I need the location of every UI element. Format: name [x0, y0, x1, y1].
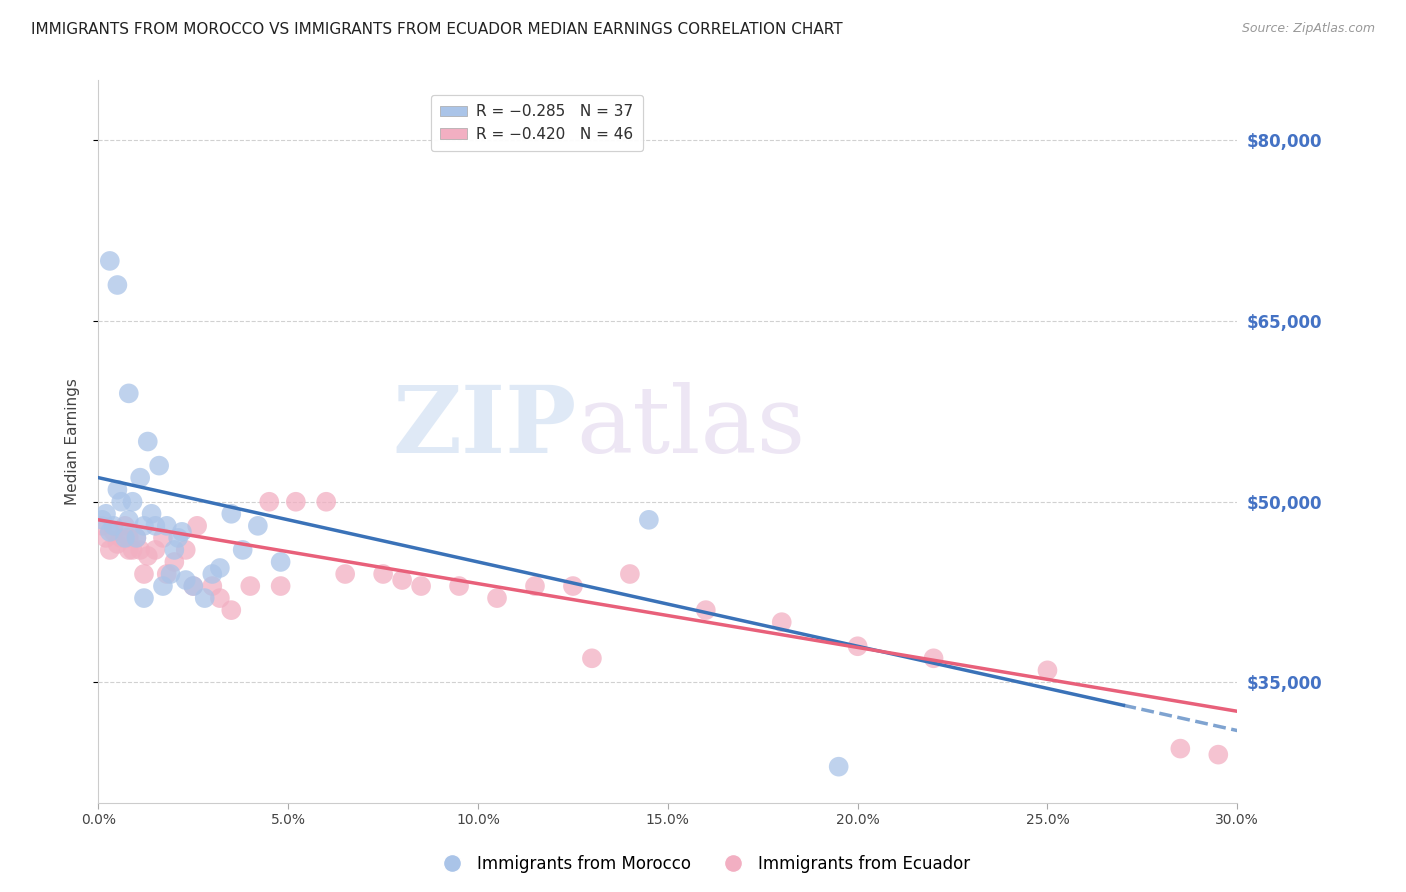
Point — [145, 519, 167, 533]
Legend: Immigrants from Morocco, Immigrants from Ecuador: Immigrants from Morocco, Immigrants from… — [429, 848, 977, 880]
Point — [1036, 664, 1059, 678]
Point — [1170, 741, 1192, 756]
Point — [174, 573, 197, 587]
Point — [156, 519, 179, 533]
Point — [114, 519, 136, 533]
Point — [562, 579, 585, 593]
Point — [194, 591, 217, 605]
Y-axis label: Median Earnings: Median Earnings — [65, 378, 80, 505]
Point — [98, 524, 121, 539]
Point — [107, 277, 129, 292]
Point — [114, 531, 136, 545]
Point — [118, 386, 141, 401]
Point — [922, 651, 945, 665]
Point — [201, 567, 224, 582]
Point — [270, 555, 292, 569]
Point — [132, 519, 155, 533]
Point — [118, 513, 141, 527]
Point — [170, 524, 193, 539]
Point — [284, 494, 307, 508]
Point — [695, 603, 717, 617]
Point — [232, 542, 254, 557]
Point — [259, 494, 281, 508]
Point — [107, 483, 129, 497]
Point — [770, 615, 793, 630]
Point — [107, 537, 129, 551]
Point — [152, 579, 174, 593]
Point — [201, 579, 224, 593]
Point — [186, 519, 208, 533]
Text: atlas: atlas — [576, 382, 806, 472]
Point — [103, 519, 125, 533]
Point — [110, 531, 132, 545]
Text: IMMIGRANTS FROM MOROCCO VS IMMIGRANTS FROM ECUADOR MEDIAN EARNINGS CORRELATION C: IMMIGRANTS FROM MOROCCO VS IMMIGRANTS FR… — [31, 22, 842, 37]
Point — [221, 603, 243, 617]
Point — [121, 494, 143, 508]
Point — [239, 579, 262, 593]
Point — [159, 567, 181, 582]
Point — [335, 567, 357, 582]
Point — [447, 579, 470, 593]
Point — [110, 494, 132, 508]
Point — [270, 579, 292, 593]
Point — [98, 542, 121, 557]
Point — [125, 531, 148, 545]
Legend: R = −0.285   N = 37, R = −0.420   N = 46: R = −0.285 N = 37, R = −0.420 N = 46 — [430, 95, 643, 151]
Point — [183, 579, 205, 593]
Point — [391, 573, 413, 587]
Text: Source: ZipAtlas.com: Source: ZipAtlas.com — [1241, 22, 1375, 36]
Point — [315, 494, 337, 508]
Point — [156, 567, 179, 582]
Point — [221, 507, 243, 521]
Point — [129, 471, 152, 485]
Point — [163, 542, 186, 557]
Point — [103, 524, 125, 539]
Point — [638, 513, 661, 527]
Point — [98, 253, 121, 268]
Point — [125, 531, 148, 545]
Point — [174, 542, 197, 557]
Point — [132, 591, 155, 605]
Point — [581, 651, 603, 665]
Point — [208, 591, 231, 605]
Point — [148, 458, 170, 473]
Point — [91, 519, 114, 533]
Point — [163, 555, 186, 569]
Point — [411, 579, 433, 593]
Text: ZIP: ZIP — [392, 382, 576, 472]
Point — [94, 531, 117, 545]
Point — [136, 549, 159, 563]
Point — [118, 531, 141, 545]
Point — [846, 639, 869, 653]
Point — [828, 760, 851, 774]
Point — [371, 567, 394, 582]
Point — [246, 519, 269, 533]
Point — [121, 542, 143, 557]
Point — [1208, 747, 1230, 762]
Point — [129, 542, 152, 557]
Point — [524, 579, 547, 593]
Point — [145, 542, 167, 557]
Point — [486, 591, 509, 605]
Point — [619, 567, 641, 582]
Point — [183, 579, 205, 593]
Point — [141, 507, 163, 521]
Point — [91, 513, 114, 527]
Point — [136, 434, 159, 449]
Point — [94, 507, 117, 521]
Point — [118, 542, 141, 557]
Point — [208, 561, 231, 575]
Point — [167, 531, 190, 545]
Point — [132, 567, 155, 582]
Point — [152, 531, 174, 545]
